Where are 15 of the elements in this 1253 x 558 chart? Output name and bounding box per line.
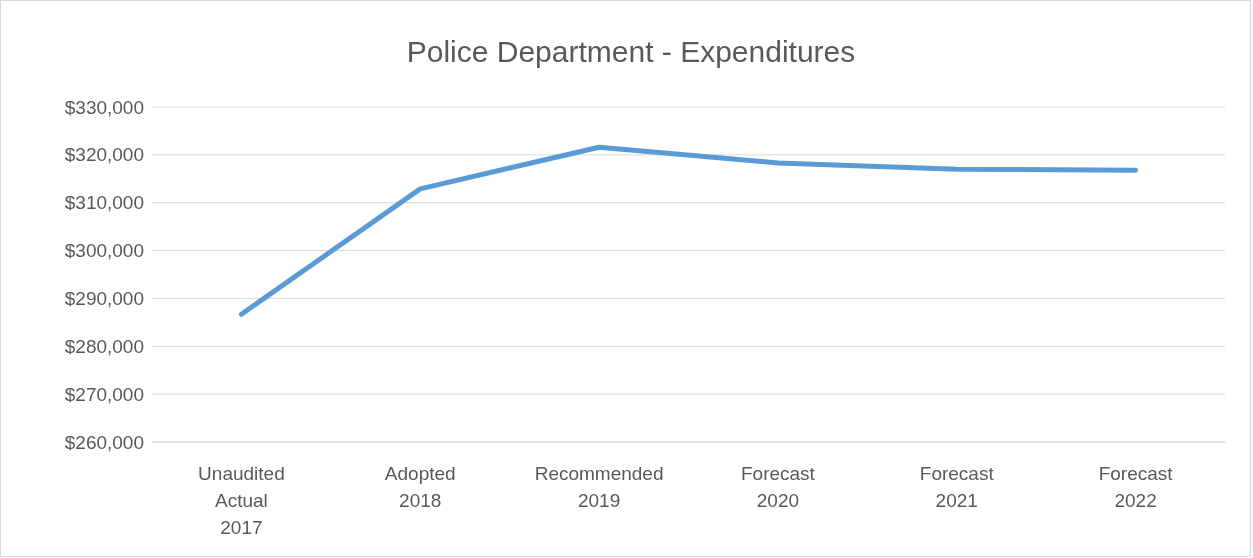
x-tick-label: Unaudited Actual 2017 (198, 463, 285, 538)
y-tick-label: $320,000 (64, 144, 144, 166)
x-tick-label: Forecast 2021 (919, 463, 995, 511)
x-tick-label: Adopted 2018 (384, 463, 456, 511)
y-tick-label: $300,000 (64, 240, 144, 262)
x-tick-label: Forecast 2022 (1098, 463, 1174, 511)
x-tick-label: Recommended 2019 (534, 463, 664, 511)
x-tick-label: Forecast 2020 (740, 463, 816, 511)
chart-title: Police Department - Expenditures (406, 35, 856, 68)
y-tick-label: $260,000 (64, 431, 144, 453)
y-tick-label: $290,000 (64, 288, 144, 310)
y-tick-label: $270,000 (64, 383, 144, 405)
y-tick-label: $310,000 (64, 192, 144, 214)
y-tick-label: $280,000 (64, 335, 144, 357)
y-tick-label: $330,000 (64, 96, 144, 118)
